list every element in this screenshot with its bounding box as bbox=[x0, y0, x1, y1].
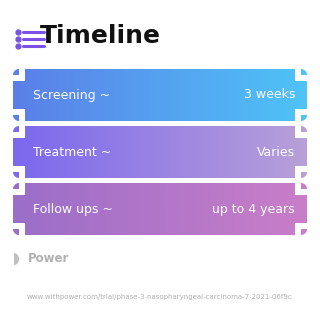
Bar bbox=[13, 223, 25, 235]
Bar bbox=[13, 109, 25, 121]
Polygon shape bbox=[13, 69, 19, 75]
Polygon shape bbox=[301, 172, 307, 178]
Text: 3 weeks: 3 weeks bbox=[244, 89, 295, 101]
Text: Timeline: Timeline bbox=[40, 24, 161, 48]
Bar bbox=[295, 69, 307, 81]
Polygon shape bbox=[301, 183, 307, 189]
Text: Follow ups ~: Follow ups ~ bbox=[33, 202, 113, 215]
Polygon shape bbox=[13, 183, 19, 189]
Polygon shape bbox=[14, 253, 19, 265]
Text: Varies: Varies bbox=[257, 146, 295, 159]
Bar bbox=[13, 166, 25, 178]
Polygon shape bbox=[301, 69, 307, 75]
Polygon shape bbox=[13, 126, 19, 132]
Bar bbox=[295, 223, 307, 235]
Bar bbox=[295, 166, 307, 178]
Polygon shape bbox=[13, 229, 19, 235]
Polygon shape bbox=[301, 126, 307, 132]
Text: Screening ~: Screening ~ bbox=[33, 89, 110, 101]
Text: Power: Power bbox=[28, 252, 69, 266]
Polygon shape bbox=[13, 115, 19, 121]
Polygon shape bbox=[301, 115, 307, 121]
Bar bbox=[13, 126, 25, 138]
Polygon shape bbox=[301, 229, 307, 235]
Bar bbox=[295, 183, 307, 195]
Text: www.withpower.com/trial/phase-3-nasopharyngeal-carcinoma-7-2021-06f9c: www.withpower.com/trial/phase-3-nasophar… bbox=[27, 294, 293, 300]
Polygon shape bbox=[13, 172, 19, 178]
Text: up to 4 years: up to 4 years bbox=[212, 202, 295, 215]
Bar bbox=[295, 109, 307, 121]
Bar bbox=[295, 126, 307, 138]
Bar bbox=[13, 69, 25, 81]
Text: Treatment ~: Treatment ~ bbox=[33, 146, 111, 159]
Bar bbox=[13, 183, 25, 195]
